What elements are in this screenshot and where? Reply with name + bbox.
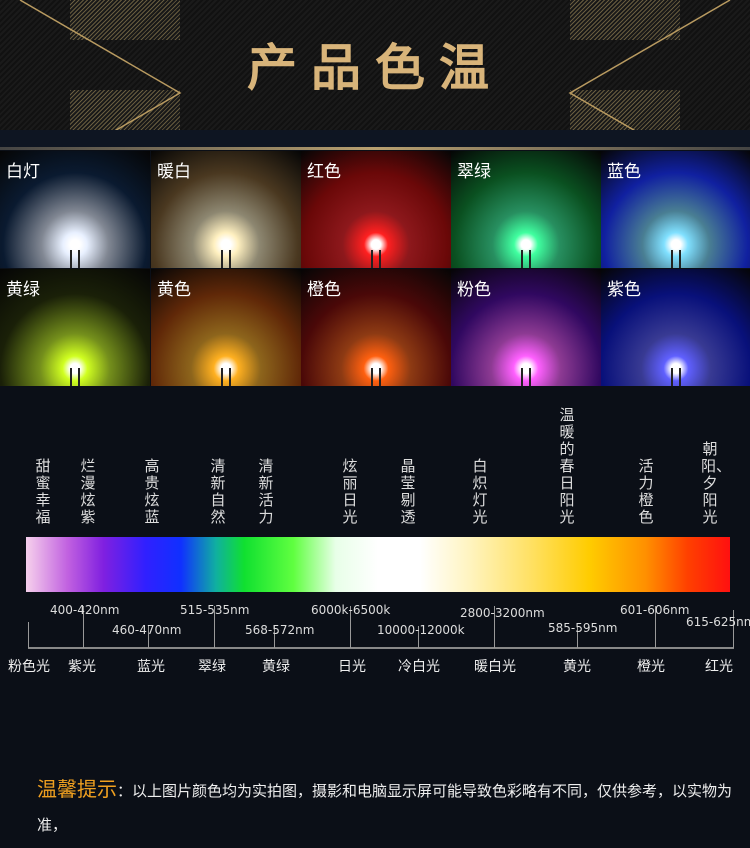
light-name: 日光 (338, 659, 366, 675)
range-label: 585-595nm (548, 621, 618, 635)
color-label: 红色 (307, 162, 341, 182)
range-label: 10000-12000k (377, 623, 465, 637)
descriptor-label: 朝阳、夕阳光 (701, 440, 732, 526)
scale-tick (28, 622, 29, 648)
light-name: 红光 (705, 659, 733, 675)
light-name: 紫光 (68, 659, 96, 675)
decor-hatch (70, 90, 180, 130)
scale-tick (655, 606, 656, 648)
light-name: 橙光 (637, 659, 665, 675)
led-leg (379, 368, 381, 386)
led-leg (78, 368, 80, 386)
color-sample-1: 暖白 (151, 151, 301, 268)
light-name: 黄绿 (262, 659, 290, 675)
header-banner (0, 0, 750, 130)
led-leg (529, 250, 531, 268)
color-label: 橙色 (307, 280, 341, 300)
notice-heading: 温馨提示 (37, 777, 117, 801)
color-sample-2: 红色 (301, 151, 451, 268)
color-sample-8: 粉色 (451, 269, 601, 386)
decor-hatch (70, 0, 180, 40)
range-label: 615-625nm (686, 615, 750, 629)
color-sample-7: 橙色 (301, 269, 451, 386)
color-sample-6: 黄色 (151, 269, 301, 386)
color-sample-3: 翠绿 (451, 151, 601, 268)
descriptor-label: 清新自然 (210, 457, 226, 526)
scale-tick (350, 606, 351, 648)
color-label: 白灯 (6, 162, 40, 182)
led-leg (371, 250, 373, 268)
range-label: 460-470nm (112, 623, 182, 637)
notice-text: 以上图片颜色均为实拍图，摄影和电脑显示屏可能导致色彩略有不同，仅供参考，以实物为… (37, 782, 733, 834)
led-leg (671, 250, 673, 268)
scale-tick (577, 626, 578, 648)
color-label: 暖白 (157, 162, 191, 182)
led-leg (521, 250, 523, 268)
scale-tick (274, 626, 275, 648)
descriptor-label: 清新活力 (258, 457, 274, 526)
decor-hatch (570, 0, 680, 40)
notice-colon: ： (117, 782, 133, 800)
range-label: 6000k-6500k (311, 603, 391, 617)
range-label: 400-420nm (50, 603, 120, 617)
light-name: 蓝光 (137, 659, 165, 675)
descriptor-label: 晶莹剔透 (400, 457, 416, 526)
notice: 温馨提示：以上图片颜色均为实拍图，摄影和电脑显示屏可能导致色彩略有不同，仅供参考… (37, 772, 737, 842)
light-name: 翠绿 (198, 659, 226, 675)
descriptor-label: 温暖的春日阳光 (559, 406, 575, 526)
descriptor-label: 炫丽日光 (342, 457, 358, 526)
color-sample-9: 紫色 (601, 269, 750, 386)
light-name: 冷白光 (398, 659, 440, 675)
descriptor-label: 烂漫炫紫 (80, 457, 96, 526)
led-leg (379, 250, 381, 268)
led-leg (671, 368, 673, 386)
scale-tick (418, 626, 419, 648)
led-leg (371, 368, 373, 386)
led-leg (78, 250, 80, 268)
decor-chevrons (19, 0, 731, 130)
band (0, 130, 750, 148)
led-leg (70, 250, 72, 268)
descriptor-label: 白炽灯光 (472, 457, 488, 526)
decor-hatch (570, 90, 680, 130)
color-spectrum-bar (26, 537, 730, 592)
color-label: 翠绿 (457, 162, 491, 182)
range-label: 601-606nm (620, 603, 690, 617)
range-label: 2800-3200nm (460, 606, 545, 620)
scale-tick (214, 606, 215, 648)
led-leg (229, 250, 231, 268)
color-label: 黄绿 (6, 280, 40, 300)
led-leg (221, 250, 223, 268)
descriptor-label: 高贵炫蓝 (144, 457, 160, 526)
light-name: 黄光 (563, 659, 591, 675)
page-title: 产品色温 (247, 39, 503, 97)
led-leg (529, 368, 531, 386)
descriptor-label: 甜蜜幸福 (35, 457, 51, 526)
scale-tick (148, 626, 149, 648)
color-label: 蓝色 (607, 162, 641, 182)
led-leg (70, 368, 72, 386)
range-label: 568-572nm (245, 623, 315, 637)
color-label: 粉色 (457, 280, 491, 300)
led-leg (229, 368, 231, 386)
led-leg (679, 368, 681, 386)
scale-tick (733, 610, 734, 648)
scale-axis (28, 647, 734, 649)
color-sample-4: 蓝色 (601, 151, 750, 268)
led-leg (521, 368, 523, 386)
color-label: 紫色 (607, 280, 641, 300)
color-label: 黄色 (157, 280, 191, 300)
light-name: 粉色光 (8, 659, 50, 675)
range-label: 515-535nm (180, 603, 250, 617)
scale-tick (83, 606, 84, 648)
color-sample-0: 白灯 (0, 151, 150, 268)
color-sample-5: 黄绿 (0, 269, 150, 386)
led-leg (679, 250, 681, 268)
descriptor-label: 活力橙色 (638, 457, 654, 526)
led-leg (221, 368, 223, 386)
gold-divider (0, 147, 750, 150)
scale-tick (494, 606, 495, 648)
light-name: 暖白光 (474, 659, 516, 675)
